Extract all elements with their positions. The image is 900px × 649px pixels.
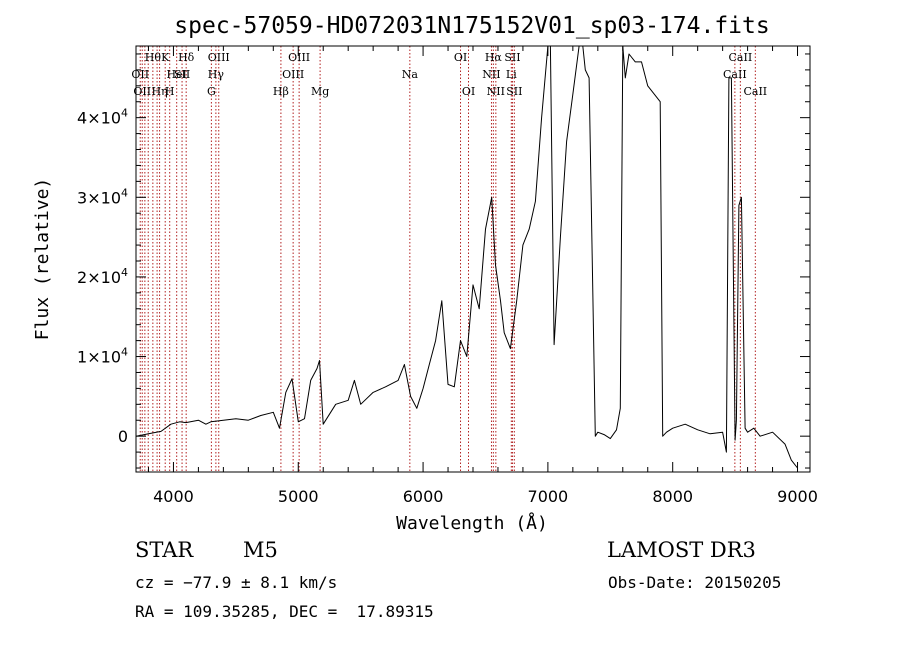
plot-frame — [135, 45, 811, 473]
emission-line-label: OI — [462, 85, 475, 98]
x-axis-label: Wavelength (Å) — [396, 512, 548, 534]
emission-line-label: SII — [504, 51, 520, 64]
emission-line-label: NII — [487, 85, 505, 98]
emission-line-label: CaII — [729, 51, 753, 64]
emission-line-labels: OIIOIIHθHηKHHeISIIHδGHγOIIIHβOIIIOIIIMgN… — [131, 51, 767, 98]
y-tick-label: 3×104 — [77, 186, 128, 207]
emission-line-label: OII — [133, 85, 151, 98]
emission-line-label: SII — [174, 68, 190, 81]
emission-line-label: OIII — [208, 51, 230, 64]
emission-line-label: Li — [506, 68, 517, 81]
chart-title: spec-57059-HD072031N175152V01_sp03-174.f… — [174, 13, 769, 39]
observation-date: Obs-Date: 20150205 — [608, 573, 782, 592]
emission-line-label: SII — [506, 85, 522, 98]
emission-line-label: CaII — [723, 68, 747, 81]
emission-line-label: Hα — [485, 51, 503, 64]
y-tick-label: 0 — [118, 427, 128, 446]
emission-line-label: OI — [454, 51, 467, 64]
x-tick-label: 6000 — [403, 487, 444, 506]
emission-line-label: H — [165, 85, 175, 98]
emission-line-label: K — [161, 51, 170, 64]
emission-line-label: OIII — [288, 51, 310, 64]
x-tick-label: 5000 — [278, 487, 319, 506]
sky-coordinates: RA = 109.35285, DEC = 17.89315 — [135, 602, 434, 621]
emission-line-label: Hη — [151, 85, 167, 98]
spectrum-line — [136, 46, 798, 469]
x-axis-ticks: 4000 5000 6000 7000 8000 9000 — [147, 46, 818, 506]
y-tick-label: 4×104 — [77, 107, 128, 128]
object-type: STAR — [135, 538, 194, 562]
y-tick-label: 1×104 — [77, 346, 128, 367]
emission-line-label: OIII — [282, 68, 304, 81]
x-tick-label: 9000 — [777, 487, 818, 506]
emission-line-label: Hγ — [208, 68, 225, 81]
redshift-cz: cz = −77.9 ± 8.1 km/s — [135, 573, 338, 592]
spectrum-series — [136, 46, 798, 469]
emission-line-label: CaII — [743, 85, 767, 98]
emission-line-label: Hβ — [273, 85, 289, 98]
y-axis-label: Flux (relative) — [32, 178, 53, 341]
emission-line-markers — [139, 46, 756, 472]
survey-name: LAMOST DR3 — [607, 538, 756, 562]
emission-line-label: HeI — [166, 68, 186, 81]
object-subclass: M5 — [243, 538, 278, 562]
y-axis-ticks: 0 1×104 2×104 3×104 4×104 — [77, 53, 810, 469]
emission-line-label: Hδ — [178, 51, 195, 64]
x-tick-label: 4000 — [153, 487, 194, 506]
x-tick-label: 8000 — [652, 487, 693, 506]
emission-line-label: Hθ — [145, 51, 162, 64]
y-tick-label: 2×104 — [77, 266, 128, 287]
x-tick-label: 7000 — [528, 487, 569, 506]
emission-line-label: Mg — [311, 85, 329, 98]
emission-line-label: G — [207, 85, 216, 98]
emission-line-label: NII — [482, 68, 500, 81]
emission-line-label: Na — [402, 68, 419, 81]
